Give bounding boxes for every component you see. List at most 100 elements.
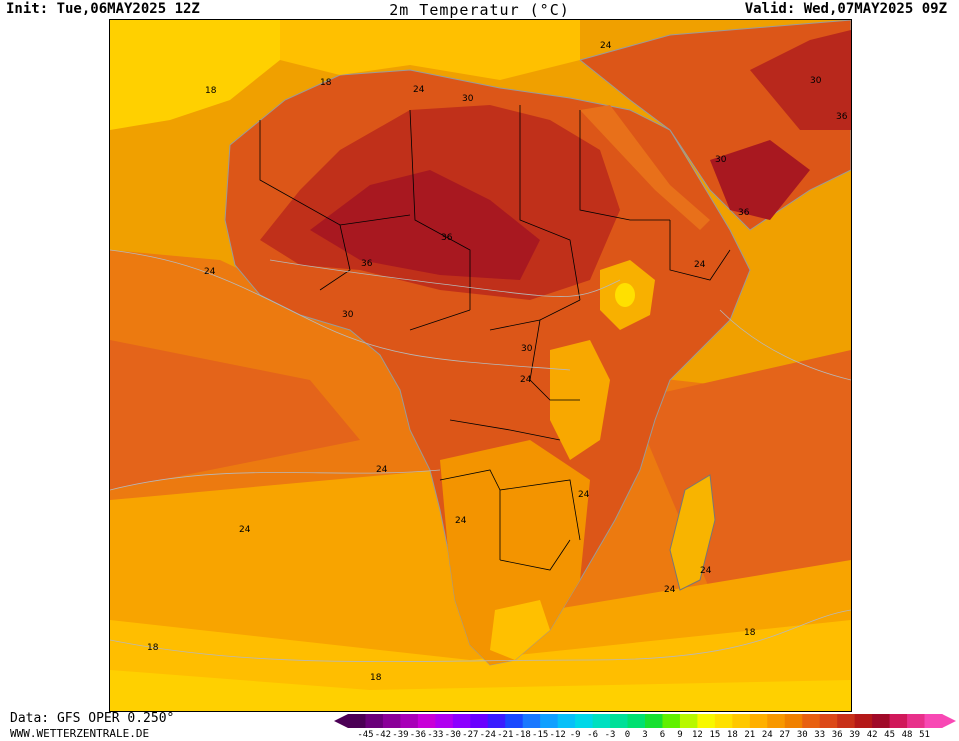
map-title: 2m Temperatur (°C) [389, 1, 570, 19]
isotherm-label: 24 [600, 41, 612, 51]
legend-swatch [767, 714, 786, 728]
legend-tick-label: 12 [691, 730, 703, 740]
legend-swatch [382, 714, 401, 728]
legend-swatch [592, 714, 611, 728]
temperature-field: 18 18 24 30 24 30 36 36 30 36 36 30 24 3… [110, 20, 851, 711]
legend-swatch [732, 714, 751, 728]
legend-swatch [645, 714, 663, 728]
legend-tick-label: -18 [514, 730, 531, 740]
isotherm-labels: 18 18 24 30 24 30 36 36 30 36 36 30 24 3… [147, 41, 848, 683]
highlands-peak [615, 283, 635, 307]
legend-tick-label: 15 [709, 730, 721, 740]
legend-swatch [522, 714, 541, 728]
valid-time: Valid: Wed,07MAY2025 09Z [744, 1, 947, 17]
legend-swatch [452, 714, 471, 728]
legend-tick-label: -12 [549, 730, 566, 740]
isotherm-label: 36 [836, 112, 848, 122]
isotherm-label: 24 [520, 375, 532, 385]
isotherm-label: 24 [204, 267, 216, 277]
legend-swatch [365, 714, 384, 728]
isotherm-label: 30 [715, 155, 727, 165]
legend-swatch [610, 714, 629, 728]
legend-swatch [872, 714, 891, 728]
isotherm-label: 18 [205, 86, 217, 96]
isotherm-label: 18 [370, 673, 382, 683]
warm-gulf-guinea [110, 340, 360, 490]
isotherm-label: 30 [462, 94, 474, 104]
legend-tick-label: 0 [624, 730, 631, 740]
legend-tick-label: 18 [726, 730, 738, 740]
temperature-map[interactable]: 18 18 24 30 24 30 36 36 30 36 36 30 24 3… [109, 19, 852, 712]
legend-swatch [627, 714, 646, 728]
legend-tick-label: 21 [744, 730, 756, 740]
legend-tick-label: -24 [479, 730, 496, 740]
mediterranean-europe [280, 20, 580, 80]
legend-tick-label: 9 [677, 730, 683, 740]
legend-swatch [575, 714, 594, 728]
legend-swatch [714, 714, 733, 728]
southern-africa [440, 440, 590, 665]
legend-swatch [505, 714, 524, 728]
isotherm-label: 30 [342, 310, 354, 320]
legend-tick-label: -27 [462, 730, 479, 740]
legend-swatch [749, 714, 768, 728]
legend-tick-label: 3 [642, 730, 648, 740]
legend-tick-label: -39 [392, 730, 409, 740]
legend-swatch [470, 714, 489, 728]
legend-tick-label: -6 [587, 730, 598, 740]
isotherm-label: 18 [744, 628, 756, 638]
legend-tick-label: 51 [919, 730, 930, 740]
isotherm-label: 36 [441, 233, 453, 243]
isotherm-label: 24 [694, 260, 706, 270]
isotherm-label: 24 [239, 525, 251, 535]
arabia-hot-core [710, 140, 810, 220]
isotherm-label: 24 [578, 490, 590, 500]
color-legend-ticks: -45 -42 -39 -36 -33 -30 -27 -24 -21 -18 -15 -12 -9 -6… [334, 730, 956, 741]
legend-swatch [819, 714, 838, 728]
legend-arrow-high [942, 714, 956, 728]
color-legend-bar [334, 714, 956, 728]
legend-tick-label: -30 [444, 730, 461, 740]
legend-tick-label: 39 [849, 730, 861, 740]
legend-swatch [400, 714, 419, 728]
legend-tick-label: -36 [409, 730, 427, 740]
legend-tick-label: -42 [374, 730, 392, 740]
legend-swatch [784, 714, 803, 728]
website-credit: WWW.WETTERZENTRALE.DE [10, 727, 150, 740]
legend-swatch [802, 714, 821, 728]
legend-tick-label: 36 [831, 730, 843, 740]
isotherm-label: 36 [738, 208, 750, 218]
legend-tick-label: -45 [357, 730, 374, 740]
isotherm-label: 24 [413, 85, 425, 95]
isotherm-label: 24 [700, 566, 712, 576]
legend-tick-label: -21 [497, 730, 514, 740]
isotherm-label: 18 [320, 78, 332, 88]
legend-swatch [837, 714, 856, 728]
legend-swatch [679, 714, 698, 728]
country-borders [259, 105, 731, 571]
legend-tick-label: 45 [884, 730, 895, 740]
legend-tick-label: 48 [901, 730, 913, 740]
legend-tick-label: -33 [427, 730, 444, 740]
legend-swatch [889, 714, 908, 728]
red-sea [580, 105, 710, 230]
legend-tick-label: 27 [779, 730, 791, 740]
legend-swatch [435, 714, 454, 728]
isotherm-label: 24 [376, 465, 388, 475]
init-time: Init: Tue,06MAY2025 12Z [6, 1, 200, 17]
cool-atlantic-north [110, 20, 280, 130]
south-africa-highveld [490, 600, 550, 660]
legend-tick-label: 6 [659, 730, 666, 740]
legend-swatch [907, 714, 926, 728]
madagascar [669, 474, 716, 591]
legend-tick-label: -3 [604, 730, 616, 740]
isotherm-label: 36 [361, 259, 373, 269]
legend-swatch [417, 714, 436, 728]
isotherm-label: 24 [455, 516, 467, 526]
legend-tick-label: 33 [814, 730, 826, 740]
legend-swatch [557, 714, 576, 728]
isotherm-contours [110, 249, 851, 662]
legend-swatch [924, 714, 943, 728]
legend-tick-label: 24 [761, 730, 773, 740]
southern-ocean-coolest [110, 670, 851, 711]
